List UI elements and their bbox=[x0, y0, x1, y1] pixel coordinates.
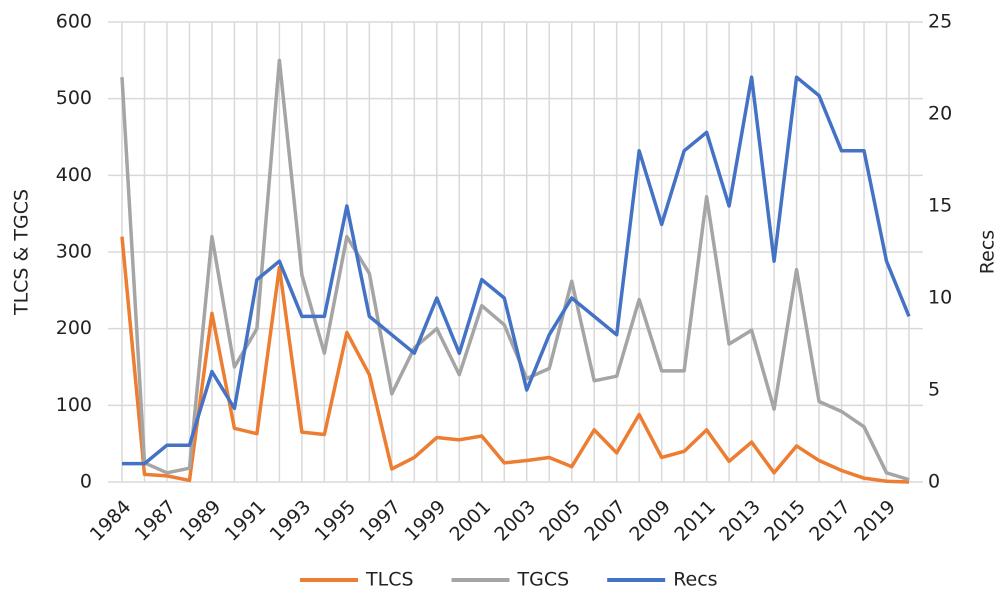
x-tick-label: 1984 bbox=[86, 496, 136, 546]
y2-axis-title: Recs bbox=[977, 230, 999, 274]
x-tick-label: 1991 bbox=[221, 496, 271, 546]
series-line bbox=[120, 58, 910, 482]
y2-tick-label: 20 bbox=[928, 103, 952, 125]
x-tick-label: 2019 bbox=[850, 496, 900, 546]
legend-label: TGCS bbox=[517, 569, 570, 591]
x-tick-label: 1995 bbox=[311, 496, 361, 546]
y-tick-label: 500 bbox=[56, 87, 92, 109]
x-tick-label: 1993 bbox=[266, 496, 316, 546]
y-tick-label: 300 bbox=[56, 241, 92, 263]
x-tick-label: 2005 bbox=[535, 496, 585, 546]
x-tick-label: 2001 bbox=[445, 496, 495, 546]
series-line bbox=[122, 75, 911, 466]
y2-tick-label: 25 bbox=[928, 11, 952, 33]
x-tick-label: 2007 bbox=[580, 496, 630, 546]
y-tick-label: 600 bbox=[56, 11, 92, 33]
x-tick-label: 2003 bbox=[490, 496, 540, 546]
y-tick-label: 200 bbox=[56, 317, 92, 339]
x-tick-label: 1987 bbox=[131, 496, 181, 546]
y-tick-label: 0 bbox=[80, 471, 92, 493]
x-tick-label: 2011 bbox=[670, 496, 720, 546]
x-tick-label: 2013 bbox=[715, 496, 765, 546]
legend-label: Recs bbox=[673, 569, 717, 591]
x-tick-label: 1999 bbox=[400, 496, 450, 546]
y2-tick-label: 0 bbox=[928, 471, 940, 493]
x-tick-label: 1989 bbox=[176, 496, 226, 546]
series-line bbox=[120, 236, 910, 484]
y2-tick-label: 5 bbox=[928, 379, 940, 401]
legend-label: TLCS bbox=[365, 569, 414, 591]
y-tick-label: 400 bbox=[56, 164, 92, 186]
x-tick-label: 2009 bbox=[625, 496, 675, 546]
y-axis-title: TLCS & TGCS bbox=[11, 189, 33, 316]
x-tick-label: 2017 bbox=[805, 496, 855, 546]
y2-tick-label: 10 bbox=[928, 287, 952, 309]
x-tick-label: 2015 bbox=[760, 496, 810, 546]
y-tick-label: 100 bbox=[56, 394, 92, 416]
y2-tick-label: 15 bbox=[928, 195, 952, 217]
x-tick-label: 1997 bbox=[356, 496, 406, 546]
